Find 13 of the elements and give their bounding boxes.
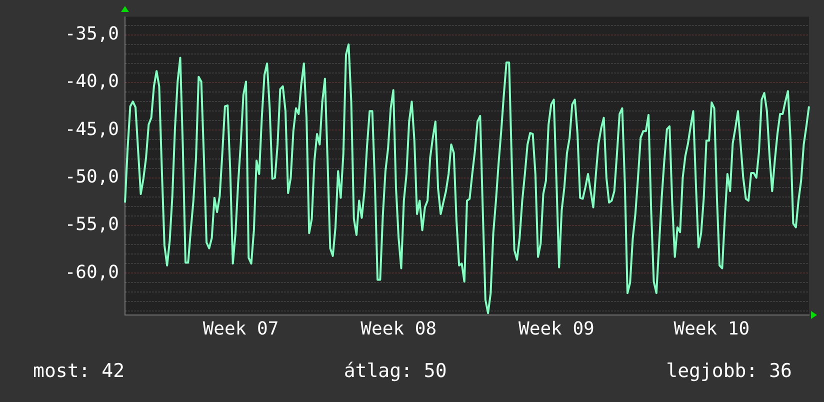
y-tick-label: -45,0 [64, 118, 119, 140]
x-tick-label: Week 08 [360, 318, 437, 340]
y-tick-label: -50,0 [64, 166, 119, 188]
y-tick-label: -40,0 [64, 71, 119, 92]
text: legjobb: 36 [666, 360, 792, 382]
x-tick-label: Week 10 [674, 318, 750, 340]
y-tick-label: -60,0 [64, 262, 119, 283]
x-tick-label: Week 07 [202, 318, 279, 340]
y-tick-label: -35,0 [64, 24, 119, 45]
x-tick-label: Week 09 [518, 318, 594, 340]
text: átlag: 50 [344, 360, 447, 382]
text: most: 42 [33, 360, 125, 382]
y-tick-label: -55,0 [64, 214, 119, 236]
